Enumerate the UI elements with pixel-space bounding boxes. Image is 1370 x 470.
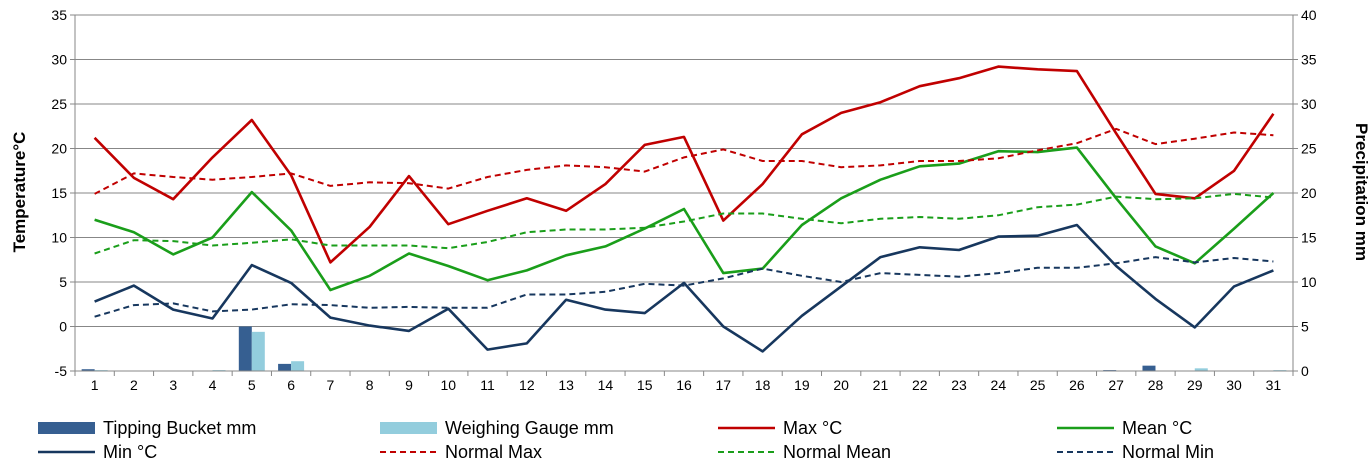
y-tick-label-left: 5 <box>59 274 67 290</box>
legend-label: Tipping Bucket mm <box>103 418 256 438</box>
normal-mean-series-line <box>94 192 1274 255</box>
legend-swatch-tipping <box>38 422 95 434</box>
x-tick-label: 22 <box>912 377 928 393</box>
weighing-bar <box>1194 368 1208 371</box>
plot-frame <box>74 14 1294 372</box>
tipping-bar <box>1142 365 1156 371</box>
x-tick-label: 5 <box>248 377 256 393</box>
y-tick-label-left: 25 <box>51 96 67 112</box>
y-tick-label-left: 0 <box>59 319 67 335</box>
y-tick-label-right: 30 <box>1301 96 1317 112</box>
x-tick-label: 18 <box>755 377 771 393</box>
min-series-line <box>94 223 1274 353</box>
legend-label: Mean °C <box>1122 418 1192 438</box>
x-tick-label: 19 <box>794 377 810 393</box>
normal-max-series-line <box>94 127 1274 195</box>
legend-swatch-weighing <box>380 422 437 434</box>
weighing-bar <box>291 361 305 371</box>
tipping-bar <box>238 326 252 371</box>
x-tick-label: 31 <box>1266 377 1282 393</box>
x-tick-label: 25 <box>1030 377 1046 393</box>
legend-label: Normal Mean <box>783 442 891 462</box>
normal-min-series-line <box>94 256 1274 318</box>
y-axis-title-left: Temperature°C <box>10 132 29 253</box>
x-tick-label: 29 <box>1187 377 1203 393</box>
x-tick-label: 8 <box>366 377 374 393</box>
y-tick-label-left: 10 <box>51 230 67 246</box>
x-tick-label: 17 <box>716 377 732 393</box>
x-tick-label: 2 <box>130 377 138 393</box>
y-tick-label-right: 5 <box>1301 319 1309 335</box>
y-tick-label-left: -5 <box>55 363 68 379</box>
legend: Tipping Bucket mm Weighing Gauge mm Max °C… <box>38 418 1214 462</box>
x-tick-label: 9 <box>405 377 413 393</box>
x-tick-label: 14 <box>598 377 614 393</box>
legend-label: Weighing Gauge mm <box>445 418 614 438</box>
x-tick-label: 15 <box>637 377 653 393</box>
y-tick-label-right: 20 <box>1301 185 1317 201</box>
y-axis-title-right: Precipitation mm <box>1352 123 1370 261</box>
max-series-line <box>93 65 1275 264</box>
y-tick-label-left: 35 <box>51 7 67 23</box>
x-tick-label: 6 <box>287 377 295 393</box>
x-tick-label: 23 <box>951 377 967 393</box>
x-tick-label: 20 <box>833 377 849 393</box>
mean-series-line <box>94 146 1275 292</box>
legend-label: Max °C <box>783 418 842 438</box>
y-tick-label-left: 20 <box>51 141 67 157</box>
tipping-bar <box>81 369 95 371</box>
x-tick-label: 28 <box>1148 377 1164 393</box>
y-tick-label-left: 30 <box>51 52 67 68</box>
legend-label: Normal Max <box>445 442 542 462</box>
y-tick-label-right: 25 <box>1301 141 1317 157</box>
x-tick-label: 1 <box>91 377 99 393</box>
y-tick-label-left: 15 <box>51 185 67 201</box>
x-tick-label: 4 <box>209 377 217 393</box>
x-tick-label: 27 <box>1108 377 1124 393</box>
x-tick-label: 30 <box>1226 377 1242 393</box>
x-tick-label: 24 <box>991 377 1007 393</box>
x-tick-label: 11 <box>480 377 495 393</box>
x-tick-label: 3 <box>169 377 177 393</box>
x-tick-label: 7 <box>326 377 334 393</box>
y-tick-label-right: 0 <box>1301 363 1309 379</box>
x-tick-label: 21 <box>873 377 889 393</box>
weighing-bar <box>251 331 265 371</box>
y-tick-label-right: 10 <box>1301 274 1317 290</box>
x-tick-label: 16 <box>676 377 692 393</box>
y-tick-label-right: 35 <box>1301 52 1317 68</box>
x-tick-label: 13 <box>558 377 574 393</box>
x-tick-label: 10 <box>440 377 456 393</box>
tipping-bar <box>278 363 292 371</box>
x-tick-label: 12 <box>519 377 535 393</box>
legend-label: Normal Min <box>1122 442 1214 462</box>
y-tick-label-right: 15 <box>1301 230 1317 246</box>
x-tick-label: 26 <box>1069 377 1085 393</box>
legend-label: Min °C <box>103 442 157 462</box>
y-tick-label-right: 40 <box>1301 7 1317 23</box>
